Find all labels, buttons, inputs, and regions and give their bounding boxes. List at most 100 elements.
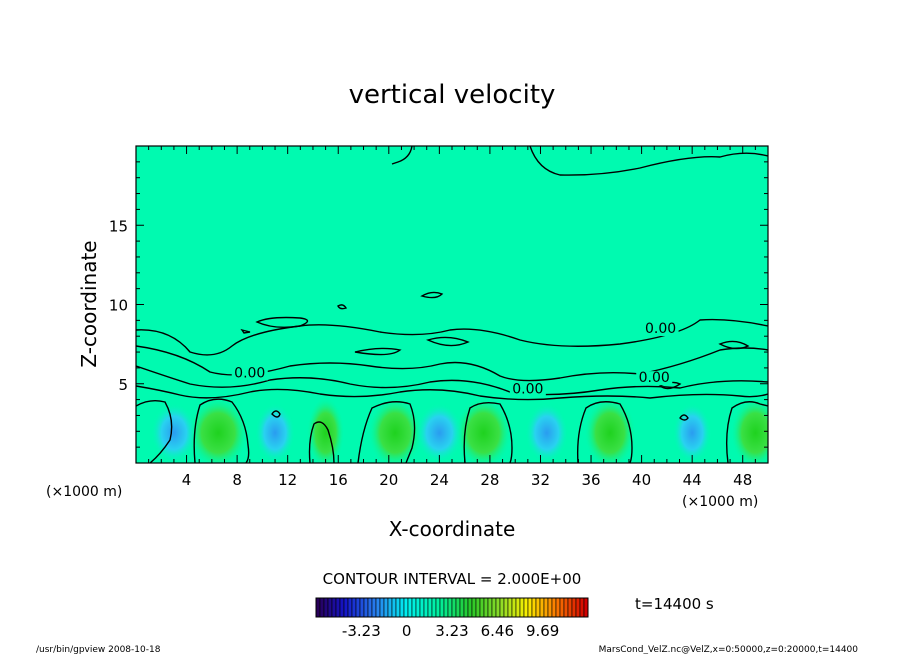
updraft-3 — [584, 396, 636, 463]
colorbar-cell — [363, 597, 369, 618]
x-tick-label: 36 — [581, 471, 600, 489]
colorbar-cell — [419, 597, 425, 618]
contour-interval: CONTOUR INTERVAL = 2.000E+00 — [323, 570, 582, 588]
colorbar-cell — [323, 597, 329, 618]
colorbar-cell — [387, 597, 393, 618]
contour-label-2: 0.00 — [639, 370, 670, 386]
colorbar-cell — [335, 597, 341, 618]
colorbar-cell — [359, 597, 365, 618]
contour-label-bg-0 — [231, 366, 268, 381]
x-tick-label: 32 — [531, 471, 550, 489]
colorbar-frame — [315, 597, 589, 618]
colorbar-cell — [483, 597, 489, 618]
colorbar-cell — [407, 597, 413, 618]
colorbar-cell — [555, 597, 561, 618]
contour-small-5 — [354, 347, 402, 356]
colorbar-cell — [571, 597, 577, 618]
colorbar-cell — [479, 597, 485, 618]
downdraft-2 — [415, 402, 463, 463]
colorbar-cell — [339, 597, 345, 618]
colorbar-cell — [583, 597, 589, 618]
x-tick-label: 40 — [632, 471, 651, 489]
y-tick-label: 5 — [118, 376, 128, 394]
colorbar-cell — [375, 597, 381, 618]
footer-right: MarsCond_VelZ.nc@VelZ,x=0:50000,z=0:2000… — [599, 645, 859, 654]
colorbar-cell — [515, 597, 521, 618]
contour-small-4 — [240, 328, 251, 334]
colorbar-tick-label: 3.23 — [435, 622, 468, 640]
contour-low-2 — [193, 398, 250, 463]
x-tick-label: 8 — [232, 471, 242, 489]
contour-top-right — [391, 146, 768, 176]
colorbar-cell — [535, 597, 541, 618]
updraft-2 — [455, 396, 512, 463]
contour-small-1 — [255, 316, 309, 329]
updraft-0 — [187, 396, 249, 463]
x-tick-label: 12 — [278, 471, 297, 489]
velocity-field — [150, 396, 768, 463]
contour-label-bg-2 — [636, 371, 673, 386]
colorbar-cell — [523, 597, 529, 618]
colorbar-cell — [487, 597, 493, 618]
downdraft-3 — [525, 402, 569, 463]
colorbar-cell — [519, 597, 525, 618]
colorbar-tick-label: 0 — [402, 622, 412, 640]
contour-label-1: 0.00 — [512, 381, 543, 397]
x-tick-label: 20 — [379, 471, 398, 489]
contour-small-3 — [337, 304, 348, 310]
colorbar-cell — [455, 597, 461, 618]
colorbar-cell — [459, 597, 465, 618]
colorbar-cell — [579, 597, 585, 618]
contour-label-bg-3 — [642, 322, 679, 337]
colorbar-cell — [559, 597, 565, 618]
contour-low-7 — [725, 401, 768, 463]
colorbar-cell — [503, 597, 509, 618]
time-label: t=14400 s — [635, 595, 714, 613]
colorbar-cell — [439, 597, 445, 618]
colorbar-cell — [351, 597, 357, 618]
downdraft-0 — [150, 402, 197, 463]
contour-low-5 — [463, 401, 513, 463]
colorbar-cell — [427, 597, 433, 618]
x-tick-label: 16 — [329, 471, 348, 489]
colorbar-tick-label: -3.23 — [342, 622, 381, 640]
colorbar-cell — [543, 597, 549, 618]
colorbar-cell — [395, 597, 401, 618]
contour-label-bg-1 — [509, 382, 546, 397]
colorbar-tick-label: 6.46 — [481, 622, 514, 640]
downdraft-4 — [672, 402, 712, 463]
colorbar — [315, 597, 589, 618]
colorbar-cell — [451, 597, 457, 618]
colorbar-cell — [379, 597, 385, 618]
colorbar-cell — [499, 597, 505, 618]
colorbar-cell — [563, 597, 569, 618]
colorbar-cell — [391, 597, 397, 618]
updraft-5 — [306, 396, 345, 463]
colorbar-cell — [415, 597, 421, 618]
colorbar-cell — [567, 597, 573, 618]
x-tick-label: 28 — [480, 471, 499, 489]
colorbar-cell — [547, 597, 553, 618]
contour-small-2 — [420, 291, 444, 299]
x-unit-right: (×1000 m) — [682, 494, 758, 510]
contour-low-1 — [136, 399, 173, 463]
colorbar-cell — [531, 597, 537, 618]
contour-low-8 — [271, 410, 281, 418]
contour-low-3 — [308, 421, 335, 463]
y-tick-label: 15 — [109, 217, 128, 235]
downdraft-1 — [255, 402, 296, 463]
contour-small-6 — [426, 336, 470, 347]
x-axis-label: X-coordinate — [389, 517, 516, 541]
colorbar-cell — [435, 597, 441, 618]
colorbar-cell — [367, 597, 373, 618]
updraft-1 — [367, 396, 423, 463]
colorbar-cell — [327, 597, 333, 618]
colorbar-cell — [491, 597, 497, 618]
y-tick-label: 10 — [109, 297, 128, 315]
colorbar-cell — [495, 597, 501, 618]
colorbar-cell — [347, 597, 353, 618]
colorbar-cell — [463, 597, 469, 618]
chart-title: vertical velocity — [349, 80, 556, 110]
colorbar-cell — [399, 597, 405, 618]
